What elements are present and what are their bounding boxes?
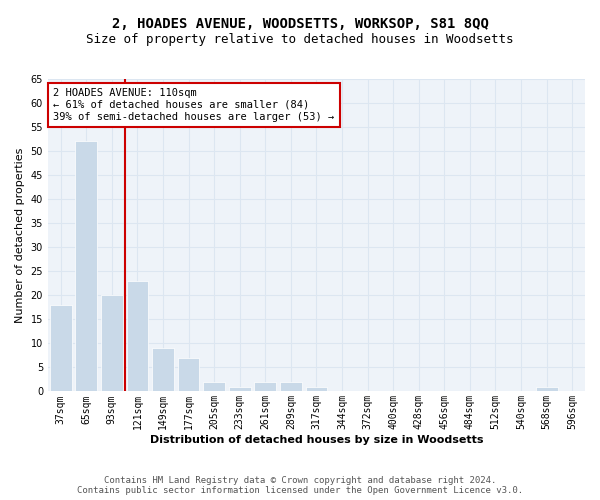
Bar [203, 382, 225, 392]
Bar [178, 358, 199, 392]
Bar [229, 386, 251, 392]
Bar [50, 305, 71, 392]
Bar [305, 386, 328, 392]
Text: 2 HOADES AVENUE: 110sqm
← 61% of detached houses are smaller (84)
39% of semi-de: 2 HOADES AVENUE: 110sqm ← 61% of detache… [53, 88, 335, 122]
Bar [101, 296, 123, 392]
X-axis label: Distribution of detached houses by size in Woodsetts: Distribution of detached houses by size … [150, 435, 483, 445]
Y-axis label: Number of detached properties: Number of detached properties [15, 148, 25, 323]
Bar [152, 348, 174, 392]
Bar [536, 386, 557, 392]
Bar [254, 382, 276, 392]
Text: 2, HOADES AVENUE, WOODSETTS, WORKSOP, S81 8QQ: 2, HOADES AVENUE, WOODSETTS, WORKSOP, S8… [112, 18, 488, 32]
Bar [280, 382, 302, 392]
Bar [76, 142, 97, 392]
Text: Contains HM Land Registry data © Crown copyright and database right 2024.
Contai: Contains HM Land Registry data © Crown c… [77, 476, 523, 495]
Bar [127, 281, 148, 392]
Text: Size of property relative to detached houses in Woodsetts: Size of property relative to detached ho… [86, 32, 514, 46]
